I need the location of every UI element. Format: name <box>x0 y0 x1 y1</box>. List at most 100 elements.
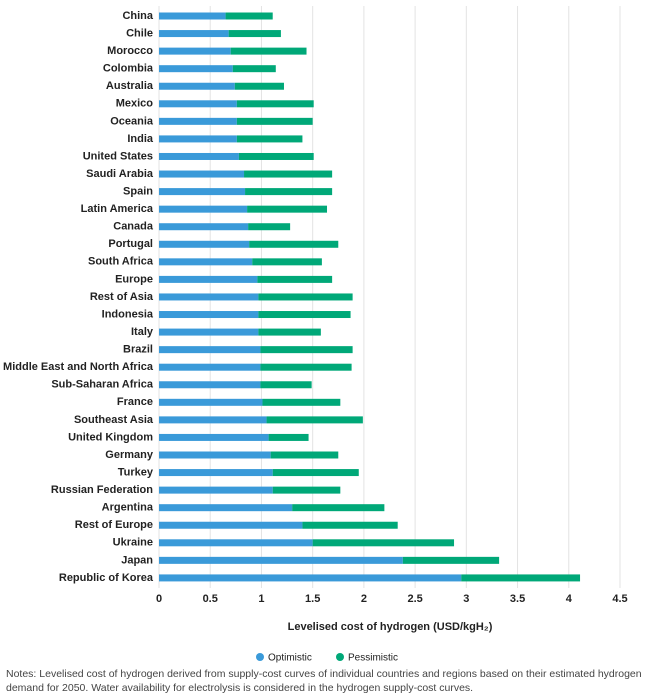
bar-optimistic <box>159 82 235 90</box>
bar-pessimistic <box>260 363 352 371</box>
bar-optimistic <box>159 240 250 248</box>
bar-optimistic <box>159 328 259 336</box>
y-tick-label: Indonesia <box>102 308 154 320</box>
bar-pessimistic <box>236 100 314 108</box>
x-axis-label: Levelised cost of hydrogen (USD/kgH₂) <box>288 621 493 633</box>
x-tick-label: 1 <box>258 593 264 605</box>
y-tick-label: Argentina <box>102 502 154 514</box>
x-tick-label: 1.5 <box>305 593 320 605</box>
y-tick-label: Portugal <box>108 238 153 250</box>
bar-pessimistic <box>268 433 309 441</box>
y-tick-label: Morocco <box>107 45 153 57</box>
bar-pessimistic <box>248 223 291 231</box>
y-tick-label: Rest of Asia <box>90 291 154 303</box>
bar-pessimistic <box>260 346 353 354</box>
bar-pessimistic <box>258 328 321 336</box>
bar-pessimistic <box>258 293 353 301</box>
y-tick-label: Mexico <box>116 98 154 110</box>
bar-optimistic <box>159 135 237 143</box>
y-tick-label: Canada <box>113 221 154 233</box>
bar-optimistic <box>159 205 248 213</box>
bar-pessimistic <box>236 135 303 143</box>
bar-optimistic <box>159 574 462 582</box>
bar-optimistic <box>159 504 293 512</box>
x-tick-label: 4.5 <box>612 593 627 605</box>
bar-pessimistic <box>272 469 359 477</box>
bar-optimistic <box>159 363 261 371</box>
y-tick-label: Japan <box>121 554 153 566</box>
bar-optimistic <box>159 398 263 406</box>
bar-optimistic <box>159 30 229 38</box>
bar-pessimistic <box>258 311 351 319</box>
bar-pessimistic <box>230 47 307 55</box>
y-tick-label: Australia <box>106 80 154 92</box>
bar-optimistic <box>159 433 269 441</box>
bar-optimistic <box>159 117 237 125</box>
notes: Notes: Levelised cost of hydrogen derive… <box>6 668 642 694</box>
y-tick-label: Russian Federation <box>51 484 153 496</box>
bar-optimistic <box>159 170 245 178</box>
x-tick-label: 3.5 <box>510 593 525 605</box>
bar-optimistic <box>159 556 403 564</box>
x-tick-label: 4 <box>566 593 573 605</box>
legend-marker <box>256 653 264 661</box>
chart: Levelised cost of hydrogen (USD/kgH₂) 0 0… <box>3 6 628 664</box>
y-tick-label: Southeast Asia <box>74 414 154 426</box>
bar-pessimistic <box>232 65 276 73</box>
bar-optimistic <box>159 223 249 231</box>
bar-optimistic <box>159 451 271 459</box>
y-tick-label: Germany <box>105 449 154 461</box>
bar-pessimistic <box>244 170 333 178</box>
bar-pessimistic <box>312 539 455 547</box>
bar-pessimistic <box>262 398 341 406</box>
bar-pessimistic <box>247 205 328 213</box>
bar-optimistic <box>159 293 259 301</box>
bar-optimistic <box>159 188 246 196</box>
x-tick-label: 2.5 <box>407 593 422 605</box>
bar-optimistic <box>159 346 261 354</box>
bar-optimistic <box>159 381 261 389</box>
legend-label: Optimistic <box>268 653 312 664</box>
y-tick-label: Colombia <box>103 63 154 75</box>
bar-pessimistic <box>252 258 322 266</box>
y-tick-label: Turkey <box>118 466 154 478</box>
bar-pessimistic <box>238 152 314 160</box>
bar-pessimistic <box>228 30 281 38</box>
bar-pessimistic <box>302 521 398 529</box>
y-tick-label: Sub-Saharan Africa <box>51 379 154 391</box>
y-tick-label: Chile <box>126 27 153 39</box>
bar-optimistic <box>159 100 237 108</box>
bar-optimistic <box>159 12 226 20</box>
bar-optimistic <box>159 539 313 547</box>
legend-label: Pessimistic <box>348 653 398 664</box>
x-tick-label: 2 <box>361 593 367 605</box>
bar-optimistic <box>159 47 231 55</box>
bar-pessimistic <box>402 556 500 564</box>
y-tick-label: Italy <box>131 326 154 338</box>
bar-pessimistic <box>257 275 333 283</box>
bar-pessimistic <box>272 486 341 494</box>
y-tick-label: United States <box>83 150 153 162</box>
x-tick-label: 3 <box>463 593 469 605</box>
bar-pessimistic <box>292 504 385 512</box>
y-tick-label: Brazil <box>123 344 153 356</box>
legend-marker <box>336 653 344 661</box>
y-tick-label: Oceania <box>110 115 154 127</box>
y-tick-label: Spain <box>123 186 153 198</box>
bar-pessimistic <box>245 188 333 196</box>
y-tick-label: Rest of Europe <box>75 519 153 531</box>
bar-optimistic <box>159 65 233 73</box>
bar-optimistic <box>159 275 258 283</box>
x-tick-label: 0.5 <box>203 593 218 605</box>
bar-optimistic <box>159 258 253 266</box>
bar-optimistic <box>159 521 303 529</box>
y-tick-label: Ukraine <box>113 537 153 549</box>
bar-optimistic <box>159 416 267 424</box>
y-tick-label: Saudi Arabia <box>86 168 154 180</box>
y-tick-label: France <box>117 396 153 408</box>
bar-pessimistic <box>234 82 284 90</box>
bar-pessimistic <box>266 416 363 424</box>
bar-pessimistic <box>236 117 313 125</box>
y-tick-label: South Africa <box>88 256 154 268</box>
